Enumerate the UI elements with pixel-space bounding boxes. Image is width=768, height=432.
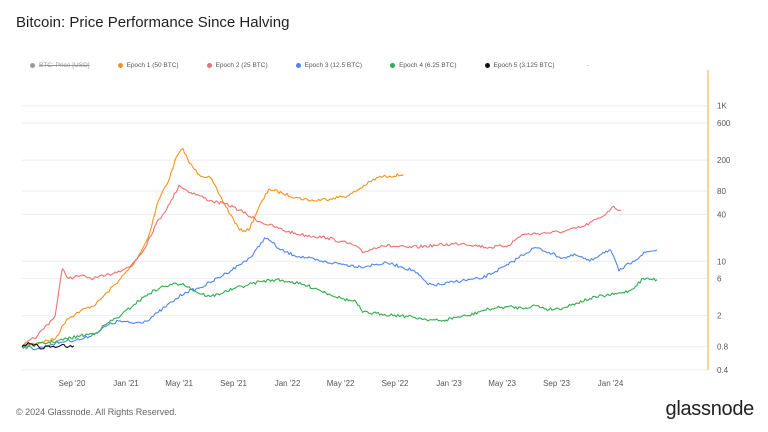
legend-label: Epoch 1 (50 BTC)	[126, 61, 179, 69]
legend-extra: -	[586, 61, 589, 69]
series-line-3[interactable]	[21, 237, 658, 351]
y-tick-label: 0.4	[717, 366, 729, 375]
legend-item[interactable]: BTC: Price [USD]	[30, 62, 90, 69]
x-tick-label: Jan '24	[598, 379, 624, 388]
y-axis-ticks: 0.4 0.8 2 6 10 40 80 200 600 1K	[717, 102, 731, 375]
legend-label: Epoch 2 (25 BTC)	[215, 61, 268, 69]
y-tick-label: 40	[717, 210, 726, 219]
x-tick-label: May '21	[165, 379, 193, 388]
legend-dot	[295, 62, 301, 68]
series-line-4[interactable]	[21, 277, 658, 348]
legend-label: BTC: Price [USD]	[39, 61, 90, 69]
x-tick-label: Sep '21	[220, 379, 247, 388]
legend-item[interactable]: Epoch 1 (50 BTC)	[117, 61, 179, 69]
page-title: Bitcoin: Price Performance Since Halving	[16, 14, 290, 31]
grid-lines	[22, 105, 707, 371]
x-tick-label: May '23	[488, 379, 516, 388]
legend-dot	[484, 62, 490, 68]
legend-dot	[30, 62, 35, 68]
y-tick-label: 80	[717, 187, 726, 196]
chart-legend: BTC: Price [USD] Epoch 1 (50 BTC) Epoch 2 …	[30, 59, 589, 71]
y-tick-label: 600	[717, 119, 731, 128]
legend-label: Epoch 5 (3.125 BTC)	[493, 61, 555, 69]
legend-item[interactable]: Epoch 3 (12.5 BTC)	[295, 61, 363, 69]
y-tick-label: 1K	[717, 102, 727, 111]
brand-logo[interactable]: glassnode	[665, 398, 755, 420]
x-tick-label: Sep '23	[543, 379, 570, 388]
series-line-5[interactable]	[21, 342, 75, 350]
series-line-2[interactable]	[21, 184, 622, 348]
x-tick-label: Jan '22	[275, 379, 301, 388]
x-tick-label: Sep '20	[59, 379, 86, 388]
y-tick-label: 10	[717, 257, 726, 266]
y-tick-label: 6	[717, 275, 722, 284]
legend-dot	[390, 62, 396, 68]
x-axis-ticks: Sep '20 Jan '21 May '21 Sep '21 Jan '22 May '…	[59, 379, 624, 388]
series-line-1[interactable]	[21, 148, 404, 348]
y-tick-label: 0.8	[717, 343, 729, 352]
legend-dot	[206, 62, 212, 68]
y-tick-label: 200	[717, 156, 731, 165]
legend-item[interactable]: Epoch 5 (3.125 BTC)	[484, 61, 555, 69]
legend-dot	[117, 62, 123, 68]
x-tick-label: Jan '23	[436, 379, 462, 388]
legend-label: Epoch 4 (6.25 BTC)	[399, 61, 457, 69]
x-tick-label: May '22	[327, 379, 355, 388]
y-tick-label: 2	[717, 312, 722, 321]
series-group	[21, 148, 658, 351]
x-tick-label: Jan '21	[113, 379, 139, 388]
legend-label: Epoch 3 (12.5 BTC)	[304, 61, 363, 69]
legend-item[interactable]: Epoch 4 (6.25 BTC)	[390, 61, 457, 69]
legend-item[interactable]: Epoch 2 (25 BTC)	[206, 61, 268, 69]
x-tick-label: Sep '22	[382, 379, 409, 388]
copyright-footer: © 2024 Glassnode. All Rights Reserved.	[16, 407, 177, 417]
